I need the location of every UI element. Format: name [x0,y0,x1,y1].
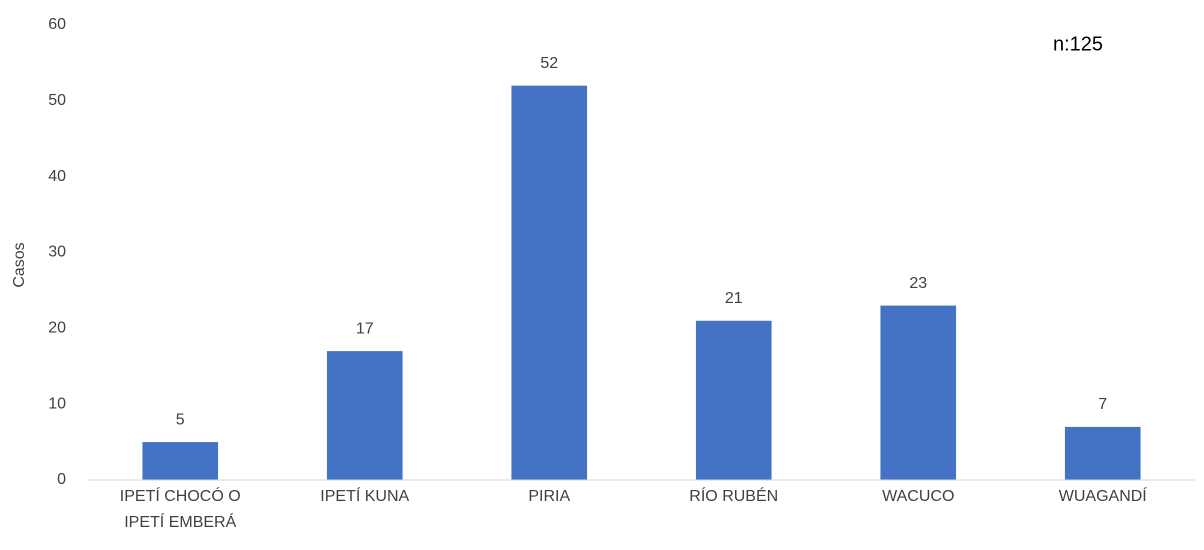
value-label: 23 [909,275,927,292]
y-tick-label: 40 [48,168,66,185]
x-tick-label: RÍO RUBÉN [689,488,779,505]
bar [695,320,772,480]
y-tick-label: 20 [48,320,66,337]
value-label: 5 [176,411,185,428]
bar [326,351,403,480]
value-label: 7 [1098,396,1107,413]
x-tick-label: WUAGANDÍ [1058,488,1147,505]
y-tick-label: 60 [48,16,66,33]
y-tick-label: 10 [48,395,66,412]
bar [511,85,588,481]
y-tick-label: 30 [48,244,66,261]
bar [1064,426,1141,480]
y-tick-label: 50 [48,92,66,109]
x-tick-label: IPETÍ CHOCÓ O IPETÍ EMBERÁ [119,488,241,531]
x-tick-label: PIRIA [528,488,571,505]
value-label: 17 [356,320,374,337]
x-tick-label: IPETÍ KUNA [320,488,410,505]
x-tick-label: WACUCO [882,488,955,505]
annotation: n:125 [1053,33,1103,55]
y-axis-label: Casos [11,242,28,287]
y-tick-label: 0 [57,471,66,488]
value-label: 21 [725,290,743,307]
bar [880,305,957,480]
value-label: 52 [540,55,558,72]
bar [142,442,219,480]
